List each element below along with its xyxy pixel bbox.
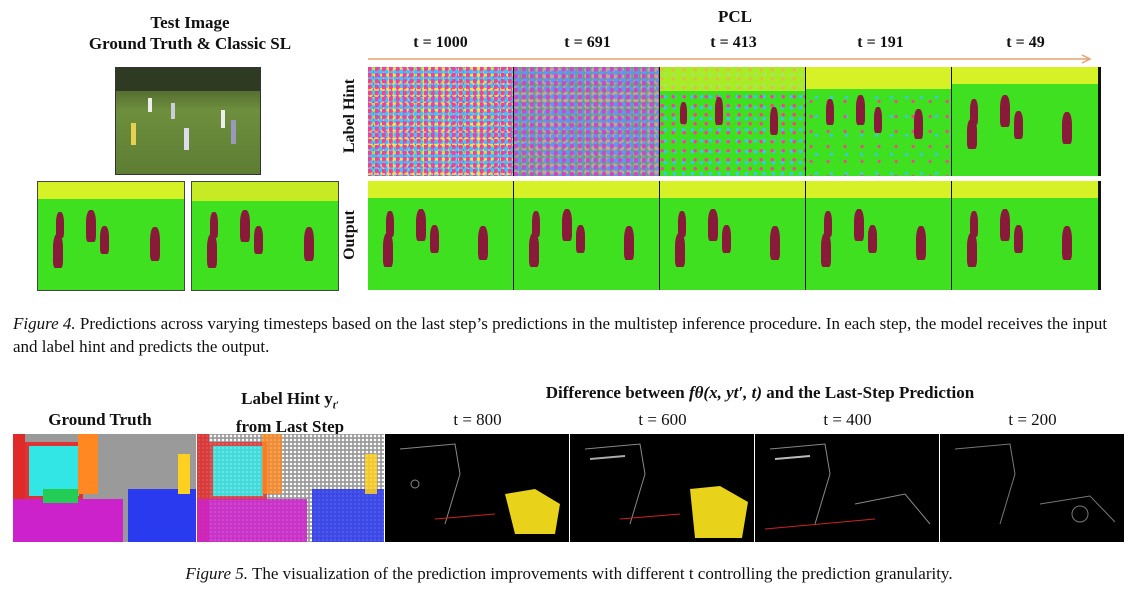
timestep-labels: t = 1000 t = 691 t = 413 t = 191 t = 49 bbox=[368, 34, 1103, 56]
output-t691 bbox=[514, 181, 661, 290]
figure5-caption: Figure 5. The visualization of the predi… bbox=[0, 562, 1138, 585]
difference-formula: fθ(x, yt′, t) bbox=[688, 383, 763, 402]
difference-prefix: Difference between bbox=[545, 383, 689, 402]
left-header: Test Image Ground Truth & Classic SL bbox=[40, 12, 340, 54]
figure5-caption-text: The visualization of the prediction impr… bbox=[248, 564, 953, 583]
figure4-caption: Figure 4. Predictions across varying tim… bbox=[13, 312, 1133, 358]
classic-sl-segmentation bbox=[191, 181, 339, 291]
room-ground-truth bbox=[13, 434, 196, 542]
timestep-label: t = 49 bbox=[1006, 34, 1045, 51]
fig5-timestep-labels: t = 800 t = 600 t = 400 t = 200 bbox=[385, 410, 1135, 432]
output-t191 bbox=[806, 181, 953, 290]
label-hint-t191 bbox=[806, 67, 953, 176]
label-hint-t49 bbox=[952, 67, 1101, 176]
timestep-label: t = 1000 bbox=[413, 34, 468, 51]
row-label-label-hint: Label Hint bbox=[341, 78, 358, 154]
figure4-caption-text: Predictions across varying timesteps bas… bbox=[13, 314, 1108, 356]
output-t1000 bbox=[368, 181, 515, 290]
ground-truth-segmentation bbox=[37, 181, 185, 291]
room-label-hint bbox=[197, 434, 384, 542]
label-hint-t691 bbox=[514, 67, 661, 176]
timestep-label: t = 200 bbox=[1008, 410, 1057, 429]
timestep-label: t = 413 bbox=[710, 34, 757, 51]
row-label-output: Output bbox=[341, 210, 358, 260]
output-t49 bbox=[952, 181, 1101, 290]
difference-map-t200 bbox=[940, 434, 1124, 542]
difference-map-t400 bbox=[755, 434, 939, 542]
label-hint-t1000 bbox=[368, 67, 515, 176]
difference-map-t800 bbox=[385, 434, 569, 542]
label-hint-t413 bbox=[660, 67, 807, 176]
label-hint-sub: t′ bbox=[332, 399, 339, 412]
output-t413 bbox=[660, 181, 807, 290]
label-hint-line2: from Last Step bbox=[235, 417, 345, 437]
label-hint-line1: Label Hint y bbox=[241, 389, 333, 408]
label-hint-header: Label Hint yt′ from Last Step bbox=[195, 388, 385, 437]
timestep-label: t = 691 bbox=[564, 34, 611, 51]
difference-map-t600 bbox=[570, 434, 754, 542]
timestep-label: t = 800 bbox=[453, 410, 502, 429]
test-image-photo bbox=[115, 67, 261, 175]
timestep-label: t = 400 bbox=[823, 410, 872, 429]
left-header-line1: Test Image bbox=[150, 13, 230, 32]
difference-header: Difference between fθ(x, yt′, t) and the… bbox=[390, 382, 1130, 403]
figure4-caption-label: Figure 4. bbox=[13, 314, 76, 333]
time-arrow bbox=[368, 54, 1092, 64]
timestep-label: t = 600 bbox=[638, 410, 687, 429]
ground-truth-label: Ground Truth bbox=[48, 410, 152, 429]
difference-suffix: and the Last-Step Prediction bbox=[762, 383, 975, 402]
figure5-caption-label: Figure 5. bbox=[185, 564, 249, 583]
pcl-header: PCL bbox=[718, 7, 752, 26]
left-header-line2: Ground Truth & Classic SL bbox=[88, 34, 292, 53]
timestep-label: t = 191 bbox=[857, 34, 904, 51]
